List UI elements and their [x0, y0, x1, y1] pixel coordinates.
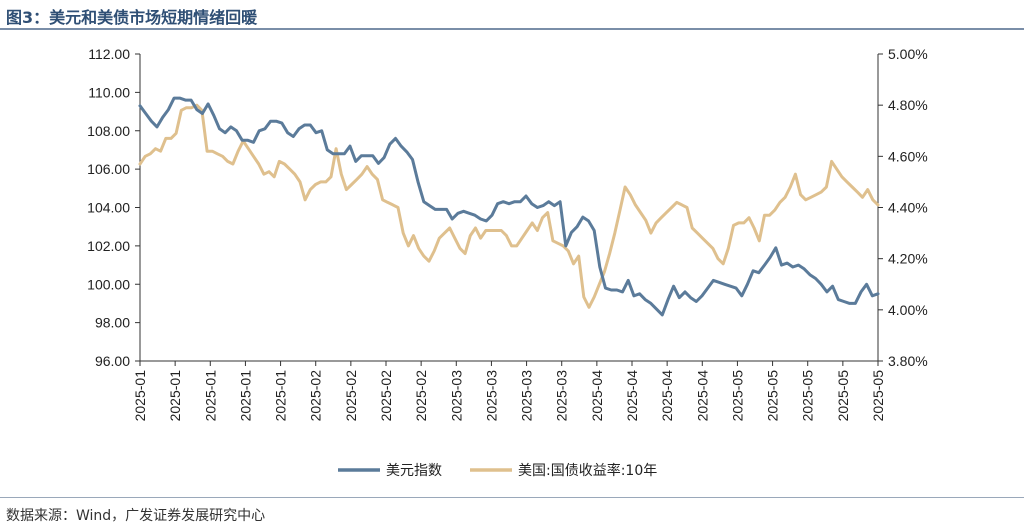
- x-tick-label: 2025-02: [413, 370, 429, 422]
- left-tick-label: 104.00: [87, 200, 130, 216]
- title-rule: [0, 28, 1024, 30]
- x-tick-label: 2025-01: [202, 370, 218, 422]
- figure-title: 图3：美元和美债市场短期情绪回暖: [6, 8, 258, 27]
- series-line-us10y: [138, 103, 880, 309]
- right-tick-label: 4.00%: [888, 302, 928, 318]
- x-tick-label: 2025-02: [343, 370, 359, 422]
- x-tick-label: 2025-03: [483, 370, 499, 422]
- left-tick-label: 112.00: [88, 46, 130, 62]
- x-tick-label: 2025-04: [589, 370, 605, 422]
- x-tick-label: 2025-01: [273, 370, 289, 422]
- right-tick-label: 5.00%: [888, 46, 928, 62]
- x-tick-label: 2025-04: [659, 370, 675, 422]
- legend-item-us10y-label: 美国:国债收益率:10年: [518, 462, 657, 479]
- chart-lines: [138, 96, 880, 317]
- x-tick-label: 2025-05: [765, 370, 781, 422]
- x-tick-label: 2025-03: [448, 370, 464, 422]
- left-tick-label: 110.00: [88, 84, 130, 100]
- right-tick-label: 4.20%: [888, 251, 928, 267]
- left-tick-label: 98.00: [95, 315, 130, 331]
- left-tick-label: 102.00: [87, 238, 130, 254]
- x-tick-label: 2025-04: [624, 370, 640, 422]
- legend-item-dxy-label: 美元指数: [386, 463, 442, 479]
- x-tick-label: 2025-05: [729, 370, 745, 422]
- left-tick-label: 108.00: [87, 123, 130, 139]
- series-line-dxy: [138, 96, 880, 317]
- right-tick-label: 3.80%: [888, 353, 928, 369]
- left-tick-label: 96.00: [95, 353, 130, 369]
- chart-legend: 美元指数 美国:国债收益率:10年: [338, 462, 657, 479]
- x-tick-label: 2025-01: [237, 370, 253, 422]
- x-tick-label: 2025-01: [132, 370, 148, 422]
- right-tick-label: 4.40%: [888, 200, 928, 216]
- left-tick-label: 100.00: [87, 276, 130, 292]
- x-tick-label: 2025-05: [870, 370, 886, 422]
- chart-axes: 96.00 98.00 100.00 102.00 104.00 106.00 108.00…: [87, 46, 928, 421]
- left-tick-label: 106.00: [87, 161, 130, 177]
- x-tick-label: 2025-04: [694, 370, 710, 422]
- right-tick-label: 4.80%: [888, 97, 928, 113]
- x-tick-label: 2025-03: [519, 370, 535, 422]
- footer-rule: [0, 497, 1024, 498]
- x-tick-label: 2025-03: [554, 370, 570, 422]
- x-tick-label: 2025-02: [378, 370, 394, 422]
- x-tick-label: 2025-02: [308, 370, 324, 422]
- x-tick-label: 2025-05: [835, 370, 851, 422]
- x-tick-label: 2025-05: [800, 370, 816, 422]
- right-tick-label: 4.60%: [888, 148, 928, 164]
- x-tick-label: 2025-01: [167, 370, 183, 422]
- chart-canvas: 96.00 98.00 100.00 102.00 104.00 106.00 108.00…: [87, 46, 928, 479]
- source-note: 数据来源：Wind，广发证券发展研究中心: [6, 508, 266, 524]
